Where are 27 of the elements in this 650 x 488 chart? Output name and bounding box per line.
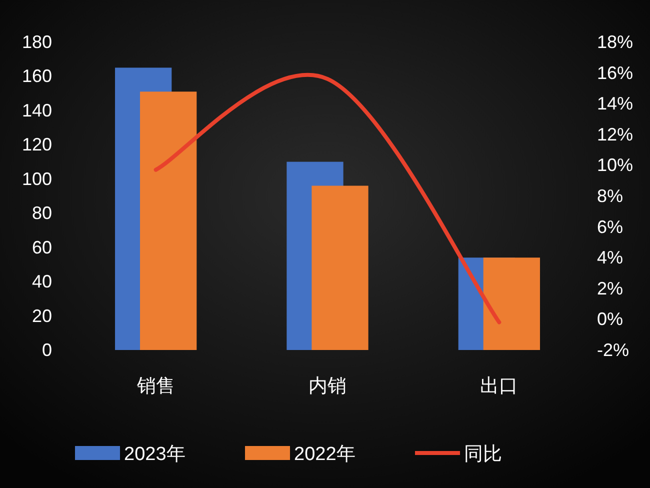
y2-tick-label: -2% (597, 340, 630, 360)
y2-tick-label: 6% (597, 216, 624, 237)
y2-tick-label: 16% (597, 62, 634, 83)
y-tick-label: 100 (22, 168, 52, 189)
y2-tick-label: 2% (597, 278, 624, 298)
x-tick-label: 内销 (308, 376, 346, 397)
y2-tick-label: 0% (597, 309, 624, 330)
y2-tick-label: 18% (597, 32, 634, 52)
y2-tick-label: 4% (597, 248, 624, 268)
y2-tick-label: 10% (597, 155, 634, 176)
y-tick-label: 180 (22, 32, 52, 52)
y-tick-label: 140 (22, 100, 52, 120)
y-tick-label: 80 (32, 203, 52, 224)
legend-label: 同比 (464, 444, 502, 465)
y-tick-label: 0 (42, 340, 52, 360)
legend-label: 2023年 (124, 444, 186, 465)
y-tick-label: 120 (22, 134, 52, 155)
y-tick-label: 40 (32, 272, 52, 292)
legend-label: 2022年 (294, 444, 356, 465)
x-tick-label: 销售 (136, 376, 175, 397)
x-tick-label: 出口 (480, 376, 518, 397)
y-tick-label: 60 (32, 237, 52, 258)
y-tick-label: 160 (22, 66, 52, 86)
y2-tick-label: 14% (597, 94, 634, 114)
y2-tick-label: 8% (597, 186, 624, 206)
y-tick-label: 20 (32, 306, 52, 326)
y2-tick-label: 12% (597, 124, 634, 144)
